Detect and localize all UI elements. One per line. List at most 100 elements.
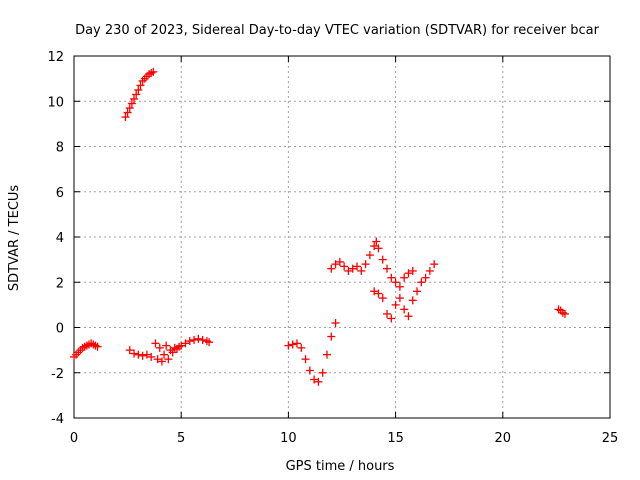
data-point — [155, 343, 164, 352]
data-point — [149, 67, 158, 76]
data-point — [310, 375, 319, 384]
grid-lines — [74, 56, 610, 418]
data-point — [125, 346, 134, 355]
y-axis-label: SDTVAR / TECUs — [7, 185, 22, 292]
data-point — [383, 264, 392, 273]
data-point — [153, 355, 162, 364]
data-point — [335, 257, 344, 266]
plot-frame — [73, 55, 611, 419]
data-point — [404, 269, 413, 278]
data-point — [194, 334, 203, 343]
data-point — [395, 282, 404, 291]
data-point — [408, 266, 417, 275]
data-point — [361, 260, 370, 269]
y-tick-label: -2 — [51, 367, 64, 382]
data-point — [331, 260, 340, 269]
data-point — [425, 266, 434, 275]
data-point — [93, 342, 102, 351]
data-point — [130, 349, 139, 358]
data-point — [413, 287, 422, 296]
data-point — [205, 338, 214, 347]
x-tick-label: 25 — [602, 431, 619, 446]
data-point — [387, 273, 396, 282]
x-tick-label: 15 — [387, 431, 404, 446]
x-tick-label: 20 — [495, 431, 512, 446]
data-point — [357, 266, 366, 275]
data-point — [378, 255, 387, 264]
x-tick-label: 0 — [70, 431, 78, 446]
data-point — [127, 99, 136, 108]
data-point — [365, 251, 374, 260]
data-point — [136, 81, 145, 90]
data-point — [378, 294, 387, 303]
data-point — [417, 278, 426, 287]
x-axis-label: GPS time / hours — [286, 459, 395, 474]
data-point — [151, 339, 160, 348]
y-tick-label: 2 — [56, 276, 64, 291]
data-point — [387, 314, 396, 323]
data-point — [430, 260, 439, 269]
data-point — [198, 335, 207, 344]
data-point — [400, 305, 409, 314]
data-point — [400, 273, 409, 282]
data-point — [374, 244, 383, 253]
data-point — [185, 337, 194, 346]
x-tick-label: 5 — [177, 431, 185, 446]
data-point — [132, 90, 141, 99]
data-point — [370, 242, 379, 251]
data-point — [177, 341, 186, 350]
data-point — [374, 289, 383, 298]
data-point — [344, 266, 353, 275]
y-tick-label: 4 — [56, 231, 64, 246]
data-point — [340, 262, 349, 271]
data-point — [297, 343, 306, 352]
data-point — [160, 350, 169, 359]
data-point — [162, 341, 171, 350]
y-tick-label: -4 — [51, 412, 64, 427]
data-point — [353, 262, 362, 271]
axis-ticks: 0 5 10 15 20 25 -4 -2 0 2 4 6 8 10 12 — [47, 50, 618, 446]
y-tick-label: 6 — [56, 186, 64, 201]
data-point — [305, 366, 314, 375]
data-point — [322, 350, 331, 359]
data-point — [121, 113, 130, 122]
data-point — [164, 355, 173, 364]
data-point — [181, 339, 190, 348]
data-point — [327, 332, 336, 341]
data-point — [383, 309, 392, 318]
y-tick-label: 10 — [47, 95, 64, 110]
y-tick-label: 0 — [56, 322, 64, 337]
data-point — [292, 339, 301, 348]
data-point — [125, 104, 134, 113]
data-point — [138, 351, 147, 360]
data-point — [391, 300, 400, 309]
data-point — [327, 264, 336, 273]
data-point — [190, 335, 199, 344]
data-point — [142, 350, 151, 359]
data-point — [134, 85, 143, 94]
y-tick-label: 8 — [56, 141, 64, 156]
data-points — [70, 67, 569, 386]
data-point — [123, 108, 132, 117]
data-point — [301, 355, 310, 364]
data-point — [168, 348, 177, 357]
data-point — [560, 309, 569, 318]
data-point — [130, 94, 139, 103]
data-point — [202, 337, 211, 346]
data-point — [314, 377, 323, 386]
data-point — [395, 294, 404, 303]
data-point — [331, 318, 340, 327]
data-point — [421, 273, 430, 282]
data-point — [348, 264, 357, 273]
data-point — [318, 368, 327, 377]
data-point — [134, 350, 143, 359]
data-point — [404, 312, 413, 321]
data-point — [284, 341, 293, 350]
data-point — [372, 237, 381, 246]
data-point — [147, 352, 156, 361]
data-point — [370, 287, 379, 296]
y-tick-label: 12 — [47, 50, 64, 65]
data-point — [157, 357, 166, 366]
data-point — [288, 340, 297, 349]
